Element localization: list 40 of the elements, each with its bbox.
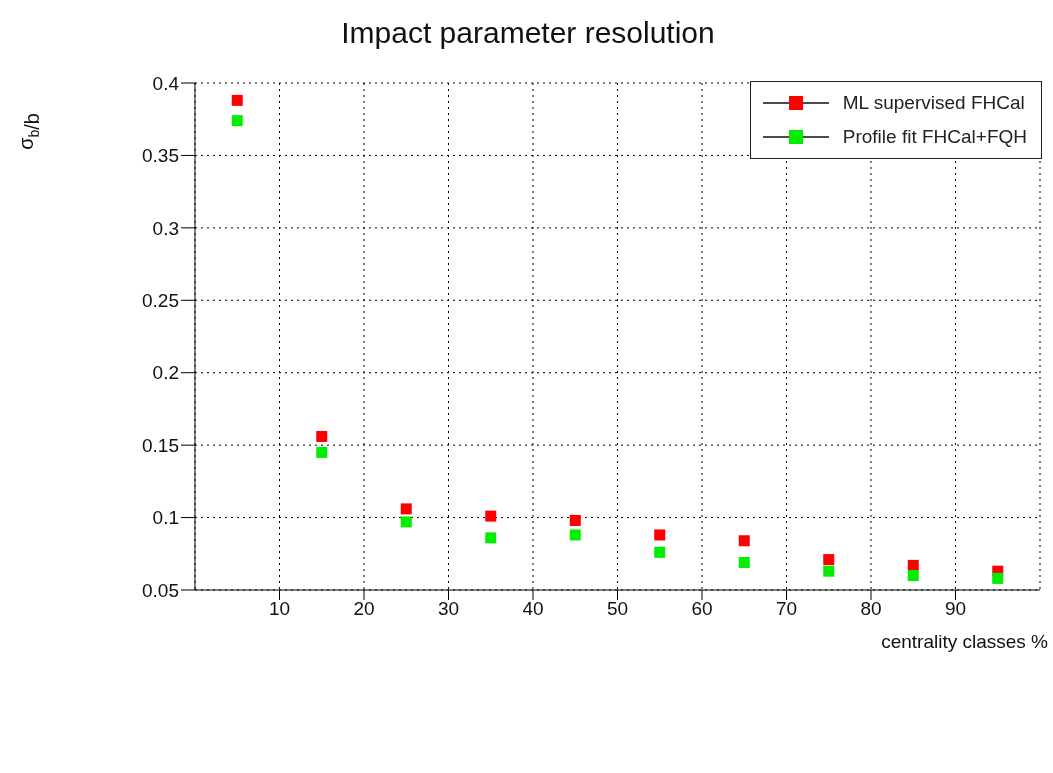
x-axis-title: centrality classes % [881,631,1049,652]
point [400,516,412,528]
y-tick-label: 0.15 [142,434,179,456]
point [316,446,328,458]
x-tick-label: 40 [522,598,544,620]
chart-title: Impact parameter resolution [340,16,716,50]
x-tick-label: 30 [437,598,460,620]
x-tick-label: 10 [268,598,291,620]
y-tick-label: 0.2 [152,362,179,384]
point [823,565,835,577]
point [569,514,581,526]
point [992,572,1004,584]
y-tick-label: 0.4 [152,72,180,94]
y-tick-label: 0.35 [142,145,179,167]
point [823,554,835,566]
point [907,559,919,571]
point [738,535,750,547]
y-tick-label: 0.05 [142,579,179,601]
legend-label: ML supervised FHCal [842,92,1025,114]
y-tick-label: 0.1 [152,507,179,529]
point [907,570,919,582]
point [654,529,666,541]
point [231,94,243,106]
x-tick-label: 20 [353,598,375,620]
legend-label: Profile fit FHCal+FQH [842,126,1027,148]
point [654,546,666,558]
x-tick-label: 90 [944,598,967,620]
point [400,503,412,515]
x-tick-label: 60 [691,598,713,620]
point [485,532,497,544]
point [569,529,581,541]
x-tick-label: 80 [860,598,882,620]
point [485,510,497,522]
y-tick-label: 0.3 [152,217,179,239]
x-tick-label: 70 [775,598,798,620]
point [316,430,328,442]
y-tick-label: 0.25 [142,290,179,312]
point [738,556,750,568]
point [231,115,243,127]
x-tick-label: 50 [606,598,629,620]
